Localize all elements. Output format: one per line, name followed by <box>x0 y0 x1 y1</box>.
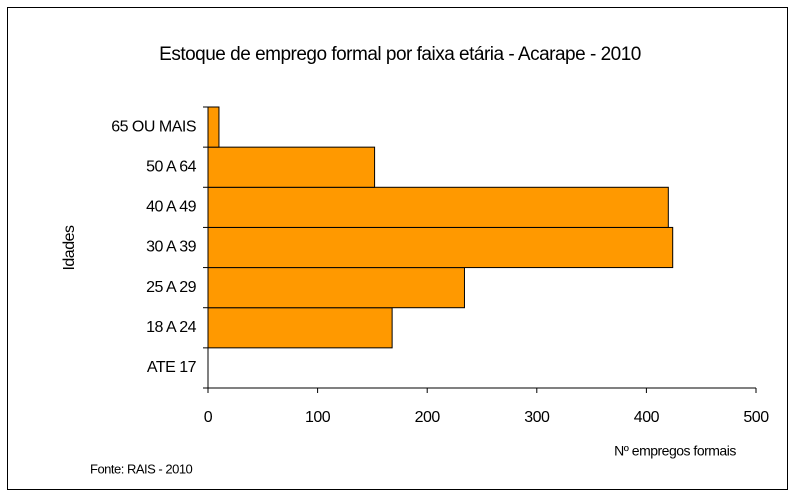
x-axis-label: Nº empregos formais <box>614 443 736 459</box>
x-tick-label: 300 <box>524 409 550 426</box>
bar <box>207 307 393 349</box>
y-tick-label: 18 A 24 <box>146 319 196 336</box>
x-tick-label: 100 <box>305 409 331 426</box>
y-tick-label: 40 A 49 <box>146 199 196 216</box>
y-axis-label: Idades <box>61 225 78 271</box>
x-tick-label: 400 <box>634 409 660 426</box>
y-tick-label: 25 A 29 <box>146 279 196 296</box>
source-note: Fonte: RAIS - 2010 <box>90 461 193 476</box>
bar <box>207 186 669 228</box>
bar <box>207 267 465 309</box>
y-tick-label: 30 A 39 <box>146 239 196 256</box>
bar <box>207 106 220 148</box>
bar <box>207 226 674 269</box>
y-tick-label: ATE 17 <box>147 359 197 376</box>
chart-title: Estoque de emprego formal por faixa etár… <box>159 44 641 65</box>
x-tick-label: 0 <box>204 409 213 426</box>
y-tick-label: 50 A 64 <box>146 158 196 175</box>
y-tick-label: 65 OU MAIS <box>111 118 196 135</box>
x-tick-label: 500 <box>743 409 769 426</box>
bar <box>207 146 376 188</box>
x-tick-label: 200 <box>415 409 441 426</box>
